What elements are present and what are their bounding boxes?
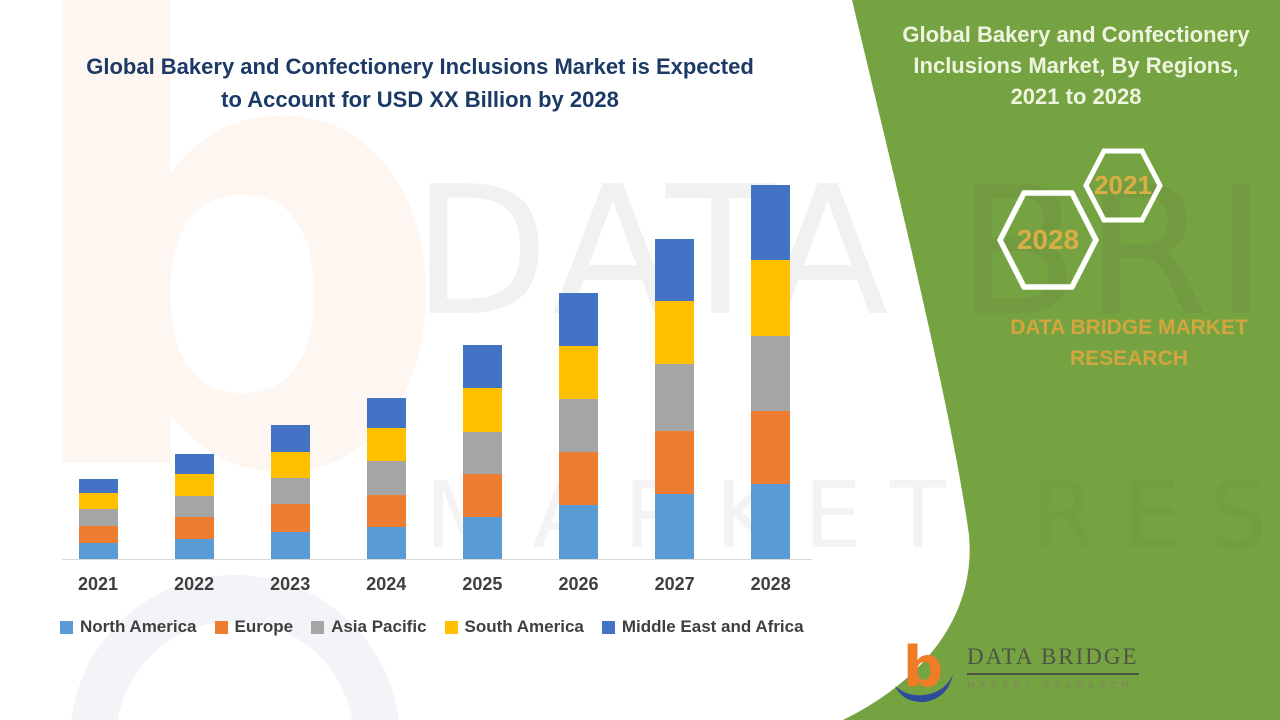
bar-segment-north-america-2021 [78,543,118,559]
footer-logo: b DATA BRIDGE MARKET RESEARCH [893,636,1139,702]
legend-swatch-south-america [444,620,458,634]
legend-item-south-america: South America [444,617,584,637]
data-bridge-logo-icon: b [895,636,953,702]
panel-brand-line-1: DATA BRIDGE MARKET [1010,316,1248,339]
bar-segment-north-america-2028 [751,484,791,559]
x-axis-label-2024: 2024 [366,574,407,594]
bar-segment-south-america-2023 [270,452,310,478]
legend-label-europe: Europe [234,617,294,636]
x-axis-label-2021: 2021 [77,574,119,594]
bar-segment-south-america-2026 [559,346,598,399]
legend-item-europe: Europe [214,617,294,637]
hexagon-shape [1083,148,1163,223]
panel-brand-line-2: RESEARCH [1070,347,1188,370]
x-axis-label-2026: 2026 [558,574,599,594]
bar-segment-europe-2025 [462,474,502,517]
x-axis-label-2028: 2028 [750,574,791,594]
bar-segment-europe-2028 [751,411,791,484]
hexagon-badge-2028: 2028 [996,190,1100,290]
legend-item-middle-east-and-africa: Middle East and Africa [601,617,804,637]
bar-segment-south-america-2021 [78,493,118,509]
bar-segment-north-america-2024 [366,527,406,559]
legend-item-north-america: North America [60,617,197,637]
hexagon-year-2021: 2021 [1094,170,1152,200]
bar-segment-south-america-2024 [366,428,406,461]
bar-segment-north-america-2026 [559,505,598,559]
x-axis-label-2027: 2027 [654,574,695,594]
logo-text-block: DATA BRIDGE MARKET RESEARCH [967,636,1139,690]
side-panel-shape [843,0,1280,720]
x-axis-label-2022: 2022 [174,574,215,594]
bar-segment-middle-east-and-africa-2021 [78,479,118,493]
side-panel-heading-line-1: Global Bakery and Confectionery [902,22,1250,47]
bar-segment-north-america-2025 [462,517,502,559]
bar-segment-asia-pacific-2021 [78,509,118,526]
legend-swatch-middle-east-and-africa [601,620,615,634]
bar-segment-europe-2027 [655,431,695,494]
logo-swirl [895,674,953,702]
bar-segment-middle-east-and-africa-2025 [462,345,502,388]
bar-segment-south-america-2028 [751,260,791,336]
hexagon-outline-2021 [1083,148,1163,223]
bar-segment-north-america-2022 [174,539,214,559]
bar-segment-asia-pacific-2022 [174,496,214,517]
legend: North America Europe Asia Pacific South Ame… [60,617,804,637]
hexagon-year-2028: 2028 [1016,224,1080,255]
bar-segment-middle-east-and-africa-2026 [559,293,598,346]
bar-segment-europe-2022 [174,517,214,539]
bar-segment-europe-2024 [366,495,406,527]
panel-brand-text: DATA BRIDGE MARKET RESEARCH [983,312,1275,374]
legend-label-middle-east-and-africa: Middle East and Africa [621,617,804,636]
bar-segment-middle-east-and-africa-2028 [751,185,791,260]
x-axis-label-2025: 2025 [462,574,503,594]
bar-segment-europe-2026 [559,452,598,505]
legend-label-asia-pacific: Asia Pacific [331,617,427,636]
side-panel-heading-line-3: 2021 to 2028 [1010,84,1142,109]
side-panel-heading-line-2: Inclusions Market, By Regions, [913,53,1239,78]
chart-title-line-1: Global Bakery and Confectionery Inclusio… [86,54,754,79]
x-axis-label-2023: 2023 [270,574,311,594]
bar-segment-asia-pacific-2028 [751,336,791,411]
bar-segment-north-america-2023 [270,532,310,559]
bar-segment-south-america-2027 [655,301,695,364]
chart-title-line-2: to Account for USD XX Billion by 2028 [221,87,619,112]
bar-segment-middle-east-and-africa-2023 [270,425,310,452]
bar-segment-north-america-2027 [655,494,695,559]
legend-swatch-asia-pacific [311,620,325,634]
side-panel-heading: Global Bakery and Confectionery Inclusio… [880,19,1272,112]
bar-segment-asia-pacific-2023 [270,478,310,504]
hexagon-outline-2028 [996,190,1100,290]
logo-tagline: MARKET RESEARCH [967,680,1134,690]
x-axis-line [62,559,812,560]
bar-segment-asia-pacific-2026 [559,399,598,452]
legend-label-north-america: North America [80,617,197,636]
logo-letter-b: b [903,636,943,700]
bar-segment-europe-2021 [78,526,118,543]
bar-segment-asia-pacific-2025 [462,432,502,474]
bar-segment-middle-east-and-africa-2024 [366,398,406,428]
bar-segment-asia-pacific-2024 [366,461,406,495]
bar-segment-south-america-2025 [462,388,502,432]
bar-segment-south-america-2022 [174,474,214,496]
bar-segment-europe-2023 [270,504,310,532]
legend-swatch-north-america [60,620,73,634]
bar-segment-middle-east-and-africa-2022 [174,454,214,474]
hexagon-badge-2021: 2021 [1083,148,1163,223]
legend-swatch-europe [214,620,228,634]
chart-title: Global Bakery and Confectionery Inclusio… [68,50,772,116]
legend-item-asia-pacific: Asia Pacific [311,617,427,637]
bar-segment-asia-pacific-2027 [655,364,695,431]
hexagon-shape [996,190,1100,290]
logo-name: DATA BRIDGE [967,644,1139,675]
bar-segment-middle-east-and-africa-2027 [655,239,695,301]
legend-label-south-america: South America [464,617,584,636]
